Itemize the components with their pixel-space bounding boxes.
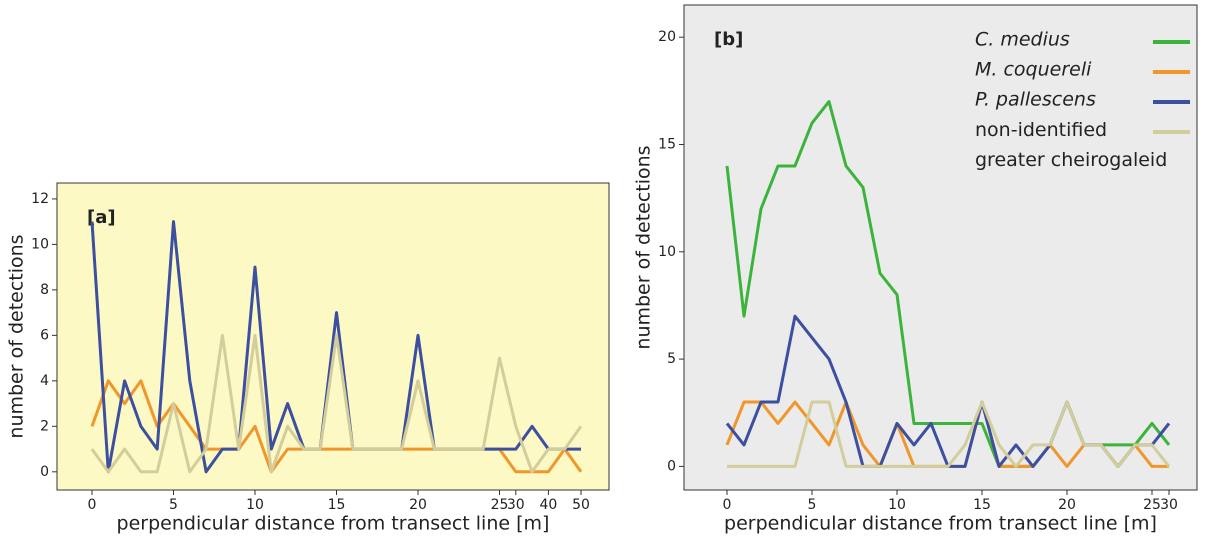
legend-label: P. pallescens — [975, 89, 1096, 111]
x-tick-label: 10 — [246, 497, 264, 513]
plot-area — [683, 4, 1198, 491]
x-tick-label: 0 — [723, 497, 732, 513]
legend-label: M. coquereli — [975, 59, 1092, 81]
x-tick-label: 15 — [328, 497, 346, 513]
series-line — [90, 220, 581, 474]
x-tick-label: 25 — [491, 497, 509, 513]
x-tick-label: 50 — [572, 497, 590, 513]
y-tick-label: 0 — [40, 464, 49, 480]
y-tick-label: 4 — [40, 373, 49, 389]
y-tick-label: 8 — [40, 282, 49, 298]
y-tick-label: 0 — [667, 458, 676, 474]
x-tick-label: 20 — [1058, 497, 1076, 513]
y-tick-label: 12 — [31, 191, 49, 207]
x-axis-label: perpendicular distance from transect lin… — [724, 513, 1157, 535]
y-tick-label: 15 — [658, 136, 676, 152]
y-axis-label: number of detections — [633, 145, 655, 349]
x-tick-label: 15 — [973, 497, 991, 513]
annotation: [b] — [714, 29, 743, 50]
x-tick-label: 30 — [1160, 497, 1178, 513]
legend-label: non-identified greater cheirogaleid — [975, 119, 1167, 171]
x-tick-label: 5 — [808, 497, 817, 513]
y-tick-label: 6 — [40, 327, 49, 343]
legend-label: C. medius — [975, 29, 1070, 51]
y-tick-label: 20 — [658, 29, 676, 45]
x-tick-label: 5 — [169, 497, 178, 513]
x-tick-label: 0 — [88, 497, 97, 513]
x-tick-label: 25 — [1143, 497, 1161, 513]
x-tick-label: 10 — [888, 497, 906, 513]
x-axis-label: perpendicular distance from transect lin… — [117, 513, 550, 535]
y-axis-label: number of detections — [6, 234, 28, 438]
x-tick-label: 20 — [409, 497, 427, 513]
series-line — [90, 333, 583, 474]
series-line — [727, 400, 1171, 468]
x-tick-label: 30 — [507, 497, 525, 513]
annotation: [a] — [87, 207, 116, 228]
y-tick-label: 2 — [40, 418, 49, 434]
y-tick-label: 10 — [31, 236, 49, 252]
x-tick-label: 40 — [539, 497, 557, 513]
y-tick-label: 10 — [658, 244, 676, 260]
y-tick-label: 5 — [667, 351, 676, 367]
